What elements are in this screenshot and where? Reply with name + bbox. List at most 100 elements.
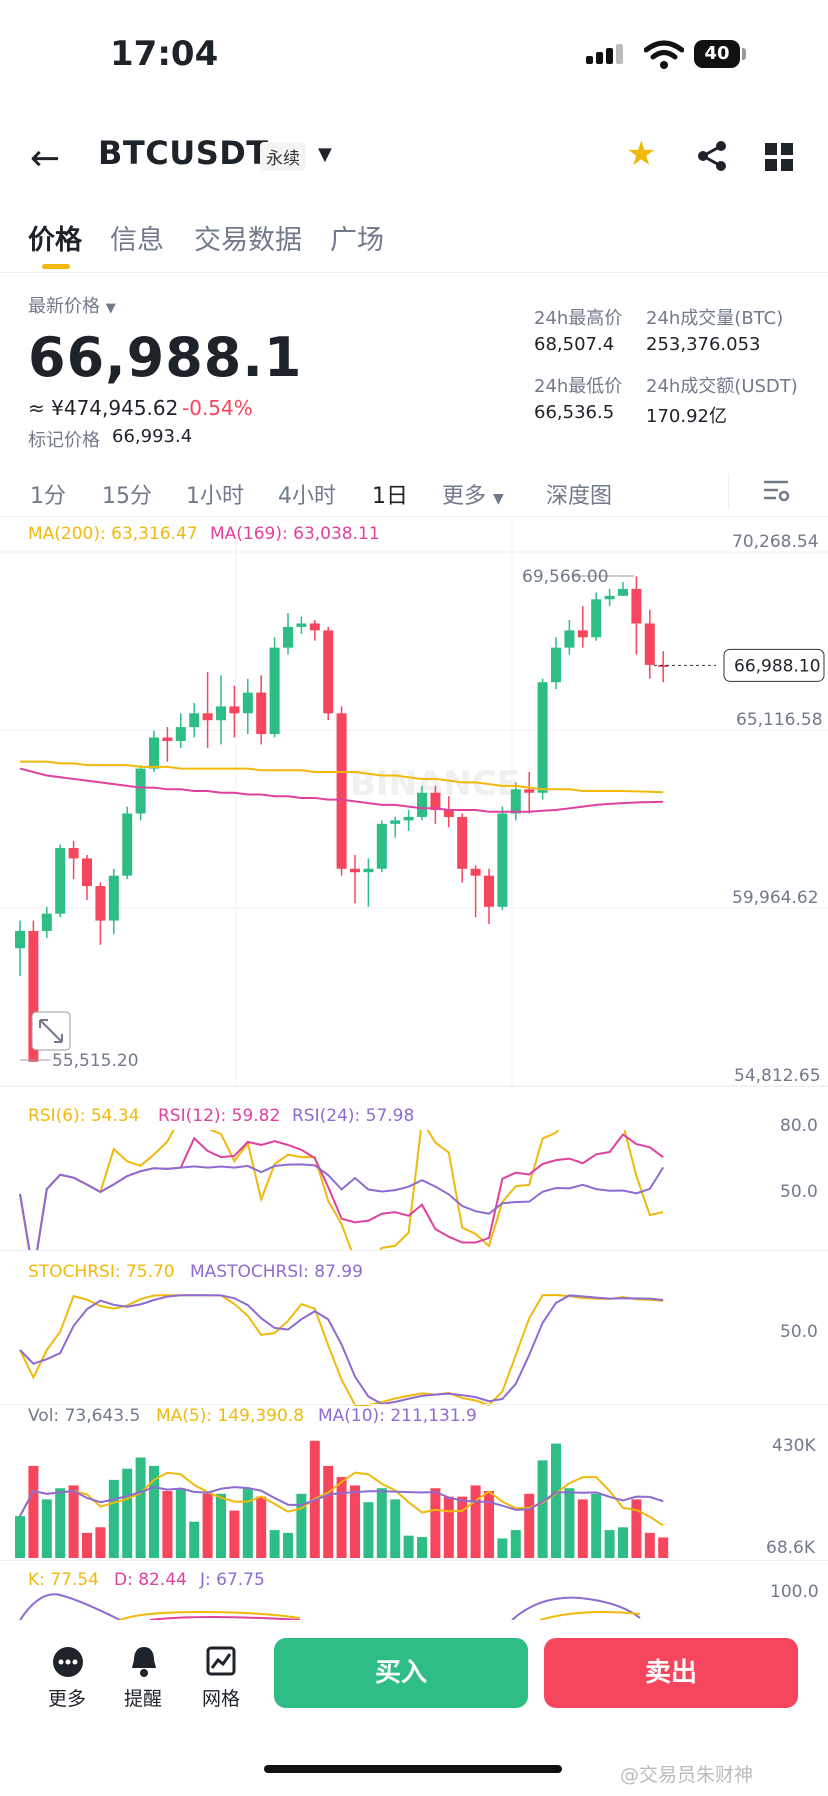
volume-bar bbox=[524, 1493, 535, 1558]
last-price-label[interactable]: 最新价格 ▼ bbox=[28, 296, 116, 317]
candle-body bbox=[202, 713, 213, 721]
stochrsi-legend: STOCHRSI: 75.70 bbox=[28, 1262, 175, 1282]
candle-body bbox=[149, 737, 159, 769]
vol-divider bbox=[0, 1404, 828, 1405]
candle-body bbox=[323, 630, 334, 714]
candle-body bbox=[283, 626, 293, 648]
grid-label[interactable]: 网格 bbox=[202, 1688, 241, 1710]
price-axis-label: 70,268.54 bbox=[732, 532, 819, 552]
interval-4h[interactable]: 4小时 bbox=[278, 484, 336, 509]
sell-button[interactable]: 卖出 bbox=[544, 1638, 798, 1708]
chart-settings-icon[interactable] bbox=[762, 478, 790, 504]
rsi-chart bbox=[19, 1130, 665, 1250]
expand-chart-icon[interactable] bbox=[31, 1011, 71, 1051]
buy-button[interactable]: 买入 bbox=[274, 1638, 528, 1708]
grid-menu-icon[interactable] bbox=[764, 142, 794, 172]
candle-body bbox=[618, 588, 628, 596]
interval-1m[interactable]: 1分 bbox=[30, 484, 66, 509]
ma200-line bbox=[20, 760, 664, 794]
volume-bar bbox=[135, 1457, 146, 1558]
grid-trading-icon[interactable] bbox=[206, 1646, 236, 1676]
favorite-star-icon[interactable]: ★ bbox=[626, 134, 657, 174]
ma169-line bbox=[19, 767, 664, 813]
volume-bar bbox=[497, 1538, 508, 1558]
interval-more[interactable]: 更多 ▼ bbox=[442, 484, 504, 509]
chart-gridlines bbox=[0, 520, 828, 1090]
vol-usdt-value: 170.92亿 bbox=[646, 406, 727, 427]
status-time: 17:04 bbox=[110, 34, 219, 74]
volume-bar bbox=[229, 1510, 240, 1558]
volume-bar bbox=[256, 1496, 267, 1558]
back-arrow-icon[interactable]: ← bbox=[30, 138, 61, 179]
candle-body bbox=[577, 630, 588, 638]
stoch-axis-label: 50.0 bbox=[780, 1322, 818, 1342]
candle-body bbox=[363, 868, 374, 873]
kdj-divider bbox=[0, 1560, 828, 1561]
vol-usdt-label: 24h成交额(USDT) bbox=[646, 376, 798, 397]
candle-body bbox=[644, 623, 655, 665]
volume-bar bbox=[510, 1530, 521, 1558]
interval-1d[interactable]: 1日 bbox=[372, 484, 408, 509]
interval-more-label: 更多 bbox=[442, 484, 487, 509]
tab-trade-data[interactable]: 交易数据 bbox=[194, 225, 302, 256]
volume-bar bbox=[363, 1502, 374, 1558]
candle-body bbox=[430, 792, 441, 811]
volume-bar bbox=[618, 1527, 628, 1558]
tab-info[interactable]: 信息 bbox=[110, 225, 164, 256]
volume-bar bbox=[41, 1499, 52, 1558]
candle-body bbox=[269, 647, 280, 735]
interval-15m[interactable]: 15分 bbox=[102, 484, 152, 509]
stoch-divider bbox=[0, 1250, 828, 1251]
stochrsi-line bbox=[19, 1293, 664, 1407]
rsi-axis-label: 50.0 bbox=[780, 1182, 818, 1202]
volume-bar bbox=[390, 1499, 401, 1558]
interval-depth[interactable]: 深度图 bbox=[546, 484, 613, 509]
interval-1h[interactable]: 1小时 bbox=[186, 484, 244, 509]
candle-body bbox=[470, 868, 481, 876]
kdj-axis-label: 100.0 bbox=[770, 1582, 819, 1602]
ma169-legend: MA(169): 63,038.11 bbox=[210, 524, 380, 544]
high-24h-value: 68,507.4 bbox=[534, 334, 615, 355]
volume-bar bbox=[417, 1537, 427, 1558]
author-watermark: @交易员朱财神 bbox=[620, 1764, 754, 1786]
candlestick-chart[interactable]: BINANCE 69,566.00 55,515.20 66,988.10 bbox=[0, 520, 828, 1090]
tab-price[interactable]: 价格 bbox=[28, 225, 82, 256]
last-price: 66,988.1 bbox=[28, 326, 303, 389]
volume-bar bbox=[604, 1530, 615, 1558]
more-label[interactable]: 更多 bbox=[48, 1688, 87, 1710]
chart-settings-divider bbox=[728, 474, 729, 508]
volume-chart bbox=[15, 1440, 669, 1558]
candle-body bbox=[604, 595, 615, 600]
price-cny: ≈ ¥474,945.62 bbox=[28, 396, 179, 420]
volume-bar bbox=[350, 1485, 360, 1558]
volume-bar bbox=[430, 1488, 441, 1558]
candle-body bbox=[242, 692, 253, 714]
rsi6-legend: RSI(6): 54.34 bbox=[28, 1106, 140, 1126]
alert-bell-icon[interactable] bbox=[128, 1644, 160, 1678]
kdj-j-legend: J: 67.75 bbox=[200, 1570, 265, 1590]
candle-body bbox=[108, 875, 119, 921]
more-icon[interactable] bbox=[52, 1646, 84, 1678]
candle-body bbox=[417, 792, 427, 817]
symbol-dropdown-caret-icon[interactable]: ▼ bbox=[318, 144, 332, 165]
home-indicator bbox=[264, 1765, 562, 1773]
candle-body bbox=[216, 706, 226, 721]
share-icon[interactable] bbox=[694, 138, 730, 174]
alert-label[interactable]: 提醒 bbox=[124, 1688, 163, 1710]
volume-bar bbox=[551, 1443, 561, 1558]
rsi24-legend: RSI(24): 57.98 bbox=[292, 1106, 415, 1126]
mastochrsi-legend: MASTOCHRSI: 87.99 bbox=[190, 1262, 363, 1282]
rsi6-line bbox=[19, 1130, 664, 1250]
vol-ma5-legend: MA(5): 149,390.8 bbox=[156, 1406, 305, 1426]
candle-body bbox=[336, 713, 347, 869]
candle-body bbox=[658, 664, 669, 667]
candle-body bbox=[68, 848, 79, 859]
mark-price-label: 标记价格 bbox=[28, 430, 100, 451]
candle-body bbox=[95, 886, 106, 921]
battery-tip bbox=[742, 48, 746, 60]
candle-body bbox=[175, 727, 186, 741]
tab-square[interactable]: 广场 bbox=[330, 225, 384, 256]
symbol-title[interactable]: BTCUSDT bbox=[98, 134, 269, 172]
volume-bar bbox=[28, 1465, 39, 1558]
volume-bar bbox=[484, 1491, 494, 1558]
